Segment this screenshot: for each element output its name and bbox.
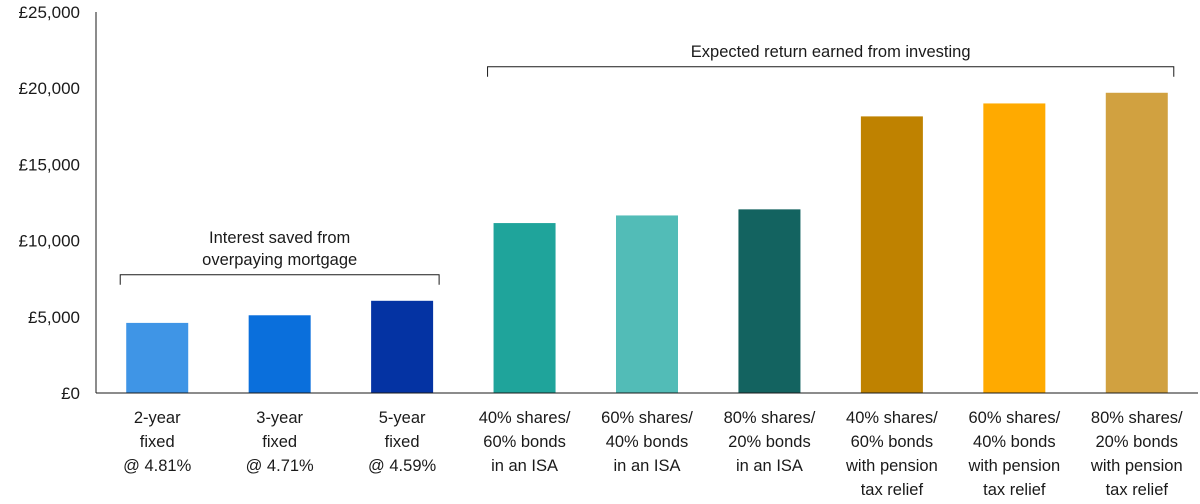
x-tick-label-line: fixed bbox=[385, 433, 420, 451]
y-tick-label: £20,000 bbox=[19, 79, 80, 98]
bar bbox=[983, 103, 1046, 393]
annotation-bracket bbox=[119, 274, 440, 285]
x-tick-label-line: 60% bonds bbox=[483, 433, 566, 451]
x-tick-label-line: 40% bonds bbox=[973, 433, 1056, 451]
annotation-group: Interest saved from overpaying mortgage bbox=[119, 229, 440, 285]
x-tick-label-line: 40% bonds bbox=[606, 433, 689, 451]
x-tick-label-line: @ 4.71% bbox=[246, 457, 314, 475]
y-axis: £0 £5,000 £10,000 £15,000 £20,000 £25,000 bbox=[19, 3, 97, 403]
bar bbox=[1105, 92, 1168, 393]
x-tick-label-line: in an ISA bbox=[491, 457, 558, 475]
x-tick-label-line: with pension bbox=[845, 457, 938, 475]
x-tick-label: 80% shares/20% bonds with pension tax reli… bbox=[1090, 409, 1183, 499]
x-tick-label-line: @ 4.59% bbox=[368, 457, 436, 475]
annotation-label: Interest saved from bbox=[209, 229, 350, 247]
x-tick-label: 40% shares/60% bonds with pension tax reli… bbox=[845, 409, 938, 499]
x-tick-label: 2-year fixed @ 4.81% bbox=[123, 409, 191, 475]
bar bbox=[860, 116, 923, 394]
x-tick-label: 60% shares/40% bonds in an ISA bbox=[601, 409, 693, 475]
x-tick-label: 5-year fixed @ 4.59% bbox=[368, 409, 436, 475]
annotation-label: overpaying mortgage bbox=[202, 251, 357, 269]
y-tick-label: £10,000 bbox=[19, 232, 80, 251]
bar bbox=[371, 300, 434, 393]
annotations: Interest saved from overpaying mortgage Ex… bbox=[119, 43, 1175, 285]
x-tick-label-line: 3-year bbox=[256, 409, 303, 427]
x-tick-label-line: fixed bbox=[262, 433, 297, 451]
x-axis: 2-year fixed @ 4.81% 3-year fixed @ 4.71% 5-ye… bbox=[96, 392, 1198, 499]
x-tick-label-line: tax relief bbox=[1106, 481, 1169, 499]
y-tick-label: £25,000 bbox=[19, 3, 80, 22]
x-tick-label-line: in an ISA bbox=[736, 457, 803, 475]
y-tick-label: £5,000 bbox=[28, 308, 80, 327]
bar bbox=[126, 322, 189, 393]
annotation-group: Expected return earned from investing bbox=[487, 43, 1175, 77]
x-tick-label-line: in an ISA bbox=[614, 457, 681, 475]
bars bbox=[126, 92, 1168, 394]
x-tick-label-line: fixed bbox=[140, 433, 175, 451]
x-tick-label-line: 80% shares/ bbox=[724, 409, 816, 427]
x-tick-label: 40% shares/60% bonds in an ISA bbox=[479, 409, 571, 475]
bar bbox=[616, 215, 678, 393]
bar bbox=[493, 223, 556, 393]
x-tick-label-line: 60% bonds bbox=[851, 433, 934, 451]
x-tick-label-line: 20% bonds bbox=[1095, 433, 1178, 451]
x-tick-label-line: 20% bonds bbox=[728, 433, 811, 451]
y-tick-label: £15,000 bbox=[19, 155, 80, 174]
x-tick-label-line: tax relief bbox=[861, 481, 924, 499]
x-tick-label: 3-year fixed @ 4.71% bbox=[246, 409, 314, 475]
x-tick-label-line: 40% shares/ bbox=[479, 409, 571, 427]
x-tick-label-line: 5-year bbox=[379, 409, 426, 427]
annotation-label: Expected return earned from investing bbox=[691, 43, 971, 61]
annotation-bracket bbox=[487, 66, 1175, 77]
bar bbox=[738, 209, 801, 393]
x-tick-label-line: with pension bbox=[967, 457, 1060, 475]
x-tick-label-line: @ 4.81% bbox=[123, 457, 191, 475]
bar bbox=[248, 315, 311, 393]
x-tick-label: 60% shares/40% bonds with pension tax reli… bbox=[967, 409, 1060, 499]
x-tick-label-line: 80% shares/ bbox=[1091, 409, 1183, 427]
x-tick-label-line: 2-year bbox=[134, 409, 181, 427]
x-tick-label-line: 60% shares/ bbox=[968, 409, 1060, 427]
x-tick-label: 80% shares/20% bonds in an ISA bbox=[724, 409, 816, 475]
x-tick-label-line: with pension bbox=[1090, 457, 1183, 475]
x-tick-label-line: 40% shares/ bbox=[846, 409, 938, 427]
y-tick-label: £0 bbox=[61, 384, 80, 403]
x-tick-label-line: tax relief bbox=[983, 481, 1046, 499]
x-tick-label-line: 60% shares/ bbox=[601, 409, 693, 427]
